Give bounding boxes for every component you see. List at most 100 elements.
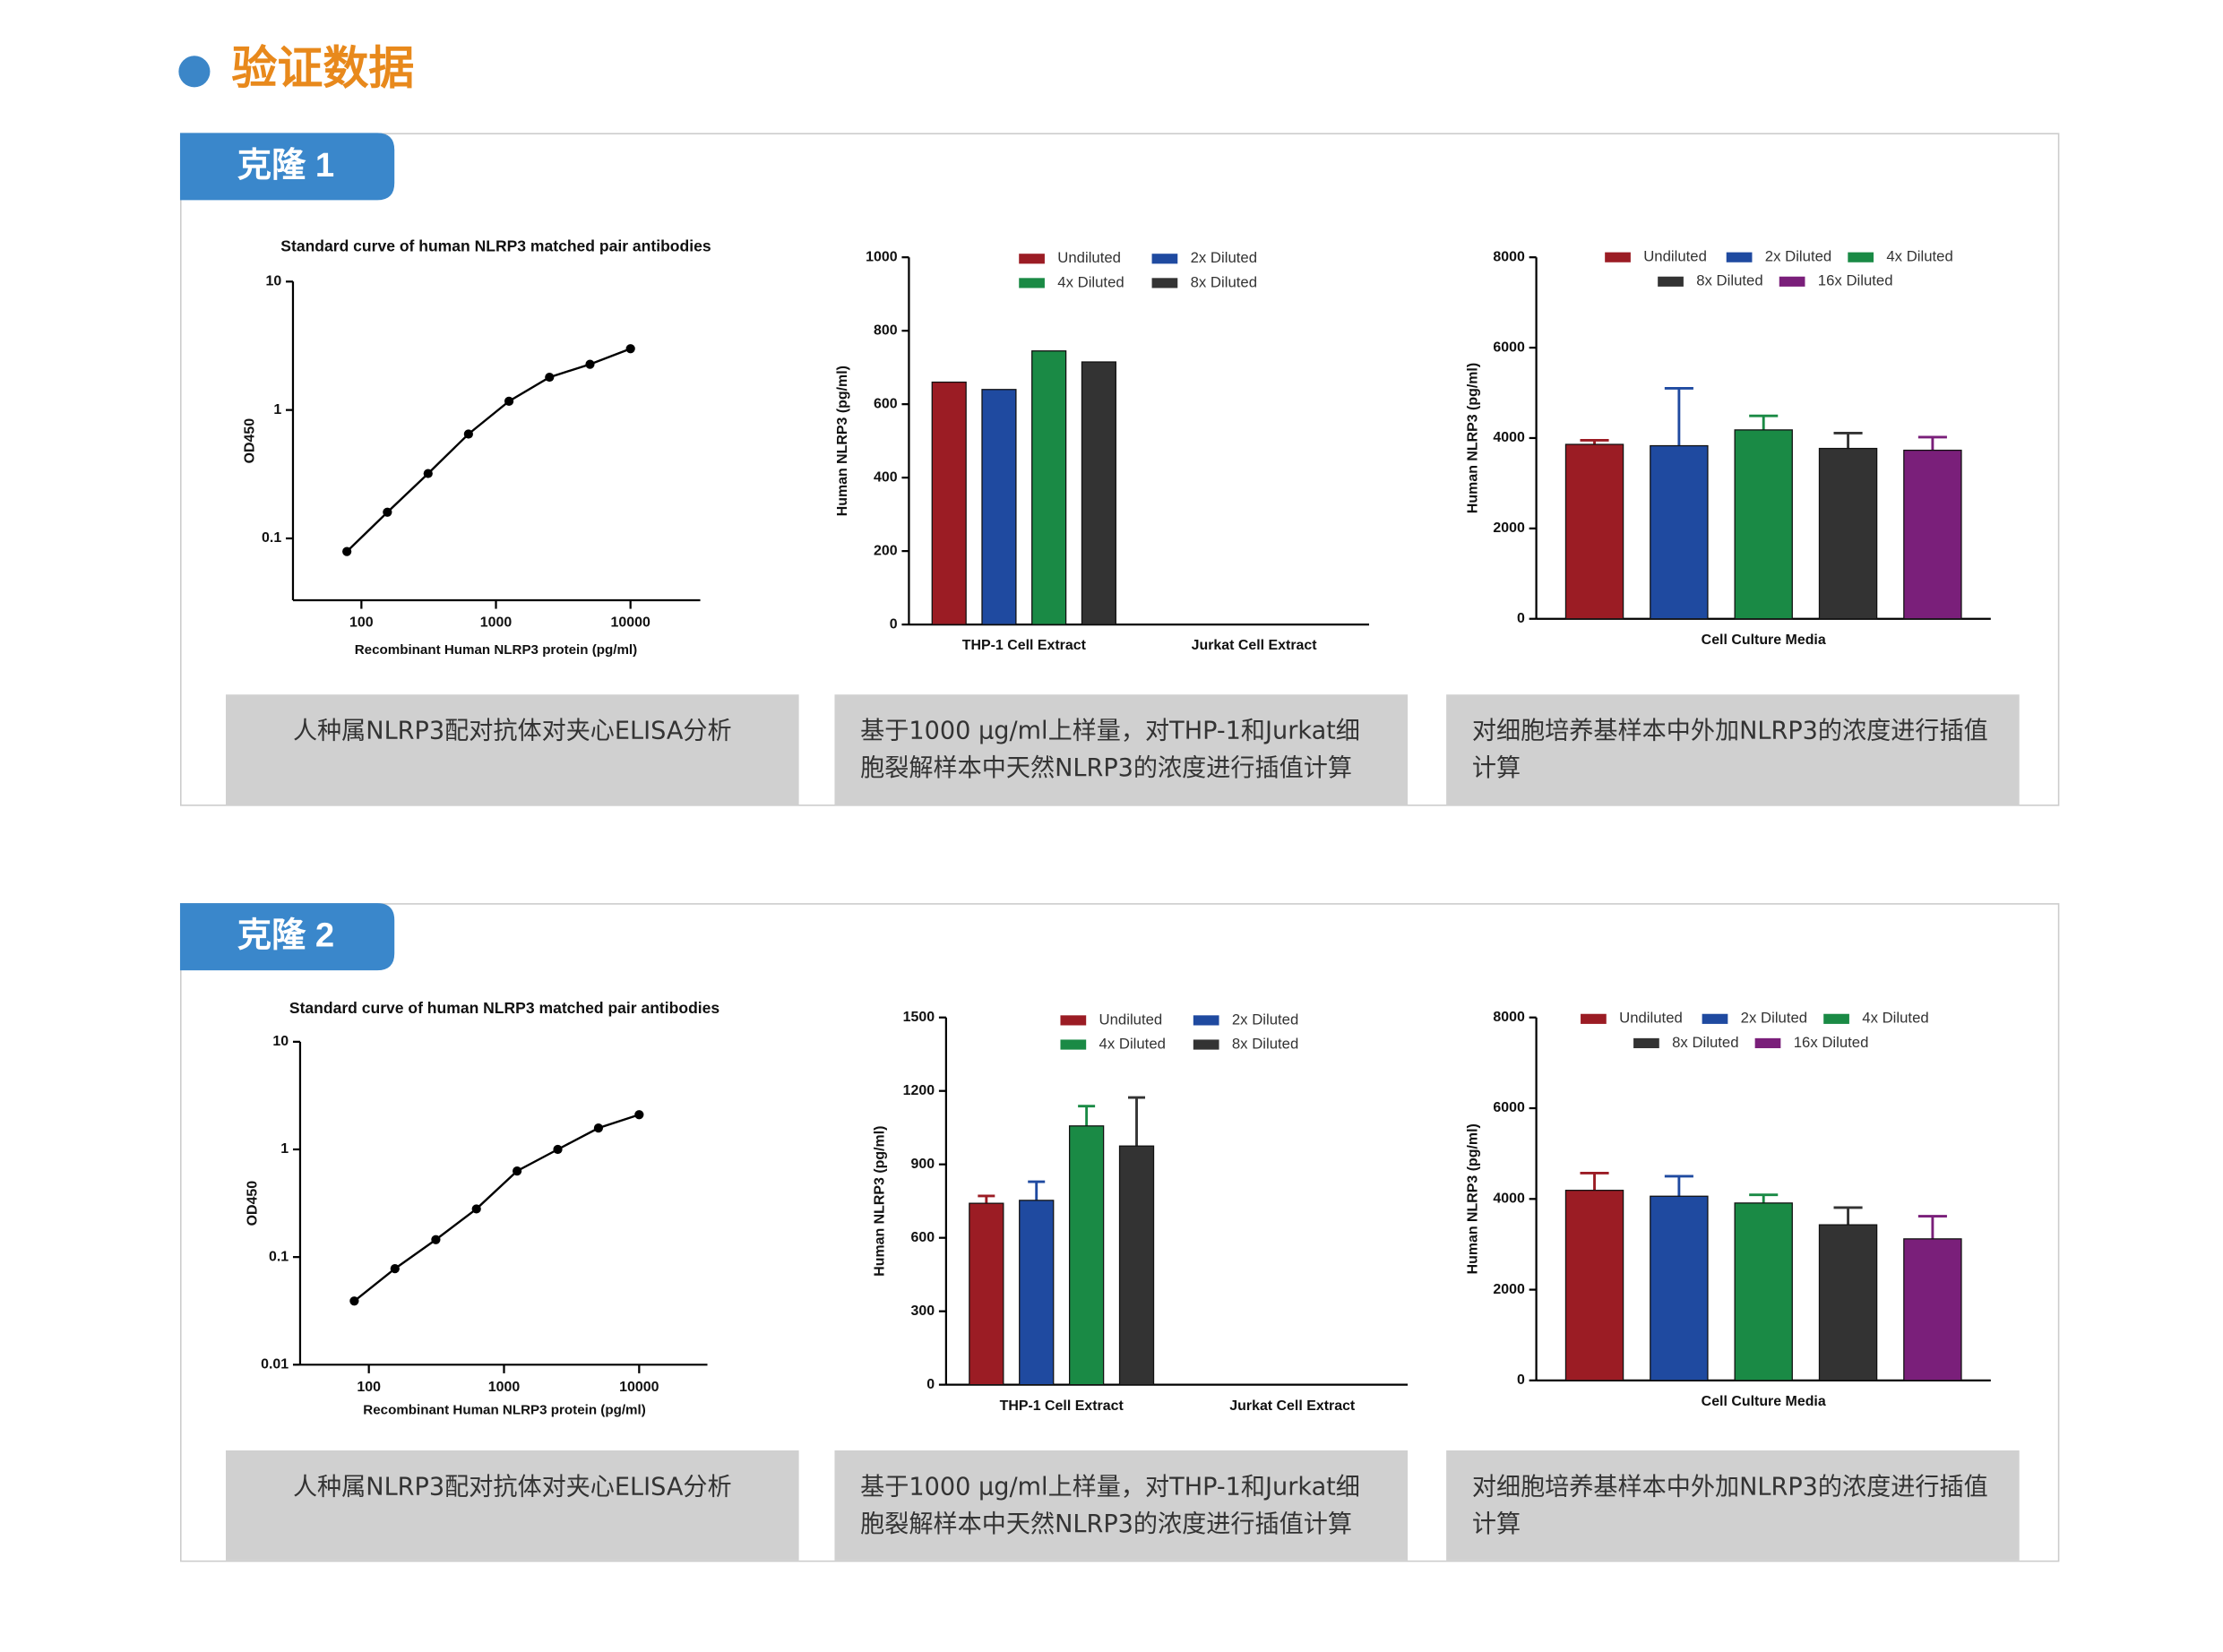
- bar: [969, 1202, 1004, 1386]
- error-bar: [1749, 414, 1779, 430]
- y-tick-label: 0: [1517, 611, 1525, 626]
- legend-label: 2x Diluted: [1232, 1011, 1298, 1028]
- y-tick-label: 10: [265, 274, 281, 289]
- bar: [1818, 447, 1878, 620]
- legend-label: 8x Diluted: [1696, 272, 1762, 289]
- x-tick-label: THP-1 Cell Extract: [1000, 1398, 1124, 1414]
- header-title: 验证数据: [231, 42, 414, 93]
- data-point: [383, 507, 392, 517]
- legend-swatch: [1019, 278, 1045, 288]
- x-tick-label: 1000: [480, 615, 513, 631]
- legend-label: 2x Diluted: [1765, 248, 1831, 265]
- panel-label: 克隆 1: [237, 146, 334, 185]
- y-axis-label: Human NLRP3 (pg/ml): [873, 1126, 888, 1277]
- legend-swatch: [1658, 276, 1684, 287]
- data-point: [553, 1144, 563, 1155]
- x-tick-label: Cell Culture Media: [1702, 1394, 1826, 1409]
- legend-label: 16x Diluted: [1818, 272, 1893, 289]
- caption: 基于1000 μg/ml上样量，对THP-1和Jurkat细胞裂解样本中天然NL…: [860, 1473, 1360, 1539]
- y-tick-label: 6000: [1493, 340, 1525, 355]
- error-bar: [1833, 1206, 1863, 1226]
- panel-frame: [179, 903, 2060, 1562]
- data-point: [585, 359, 595, 369]
- y-axis-label: Human NLRP3 (pg/ml): [835, 366, 850, 516]
- legend-swatch: [1848, 252, 1874, 262]
- data-point: [625, 344, 635, 354]
- caption-text: 基于1000 μg/ml上样量，对THP-1和Jurkat细胞裂解样本中天然NL…: [860, 717, 1360, 784]
- bar: [1081, 361, 1116, 625]
- data-point: [463, 429, 473, 439]
- y-tick-label: 10: [272, 1034, 289, 1049]
- legend-label: 4x Diluted: [1099, 1035, 1166, 1052]
- caption-text: 对细胞培养基样本中外加NLRP3的浓度进行插值计算: [1471, 717, 1988, 784]
- bar: [981, 389, 1017, 625]
- x-tick-label: Cell Culture Media: [1702, 632, 1826, 648]
- y-tick-label: 800: [874, 323, 898, 338]
- error-bar: [1664, 1174, 1693, 1197]
- bar: [1734, 429, 1793, 620]
- legend-label: 16x Diluted: [1794, 1034, 1869, 1051]
- legend-swatch: [1726, 252, 1753, 262]
- legend-swatch: [1633, 1037, 1659, 1049]
- y-tick-label: 2000: [1493, 521, 1525, 536]
- bar: [1734, 1202, 1793, 1381]
- legend-label: Undiluted: [1099, 1011, 1163, 1028]
- bar: [1118, 1145, 1155, 1386]
- y-tick-label: 900: [911, 1157, 935, 1172]
- y-tick-label: 1500: [903, 1010, 935, 1025]
- x-axis-label: Recombinant Human NLRP3 protein (pg/ml): [363, 1402, 645, 1417]
- caption-box: [226, 1450, 799, 1561]
- legend-swatch: [1193, 1015, 1219, 1026]
- x-tick-label: Jurkat Cell Extract: [1229, 1398, 1356, 1414]
- data-point: [545, 372, 555, 383]
- legend-swatch: [1060, 1039, 1087, 1050]
- y-tick-label: 8000: [1493, 249, 1525, 264]
- data-point: [634, 1110, 644, 1120]
- y-tick-label: 4000: [1493, 1191, 1525, 1206]
- x-tick-label: 10000: [619, 1380, 659, 1395]
- y-tick-label: 4000: [1493, 430, 1525, 445]
- caption-box: [226, 694, 799, 805]
- legend-label: 4x Diluted: [1886, 248, 1952, 265]
- y-tick-label: 0: [1517, 1372, 1525, 1388]
- bar: [1564, 1190, 1624, 1381]
- bar: [931, 381, 967, 625]
- y-tick-label: 600: [911, 1230, 935, 1245]
- error-bar: [1917, 435, 1947, 451]
- legend-swatch: [1605, 252, 1631, 262]
- legend-swatch: [1823, 1013, 1849, 1024]
- x-tick-label: 100: [349, 615, 374, 631]
- legend-label: Undiluted: [1619, 1010, 1683, 1027]
- data-point: [504, 396, 514, 406]
- x-tick-label: 100: [357, 1380, 381, 1395]
- caption-text: 基于1000 μg/ml上样量，对THP-1和Jurkat细胞裂解样本中天然NL…: [860, 1473, 1360, 1539]
- legend-label: Undiluted: [1643, 248, 1707, 265]
- error-bar: [1917, 1215, 1947, 1239]
- error-bar: [1580, 1171, 1609, 1191]
- caption-text: 对细胞培养基样本中外加NLRP3的浓度进行插值计算: [1471, 1473, 1988, 1539]
- y-tick-label: 600: [874, 396, 898, 411]
- data-point: [349, 1296, 359, 1306]
- y-tick-label: 200: [874, 543, 898, 558]
- caption: 基于1000 μg/ml上样量，对THP-1和Jurkat细胞裂解样本中天然NL…: [860, 717, 1360, 784]
- y-tick-label: 1: [280, 1141, 289, 1157]
- legend-swatch: [1754, 1037, 1781, 1049]
- y-tick-label: 1200: [903, 1083, 935, 1098]
- caption: 人种属NLRP3配对抗体对夹心ELISA分析: [293, 718, 732, 746]
- y-tick-label: 0.1: [262, 530, 281, 546]
- panel-frame: [179, 133, 2060, 806]
- header-bullet: [178, 56, 211, 88]
- fit-curve: [353, 1114, 640, 1303]
- y-axis-label: OD450: [242, 418, 257, 464]
- bar: [1650, 1195, 1709, 1381]
- legend-swatch: [1019, 254, 1045, 264]
- error-bar: [978, 1194, 995, 1204]
- legend-swatch: [1060, 1015, 1087, 1026]
- caption-text: 人种属NLRP3配对抗体对夹心ELISA分析: [292, 1473, 732, 1502]
- y-axis-label: OD450: [246, 1181, 261, 1226]
- legend-swatch: [1581, 1013, 1607, 1024]
- y-tick-label: 0: [890, 616, 898, 632]
- caption-box: [1446, 1450, 2020, 1561]
- x-axis-label: Recombinant Human NLRP3 protein (pg/ml): [355, 642, 637, 658]
- data-point: [342, 546, 352, 556]
